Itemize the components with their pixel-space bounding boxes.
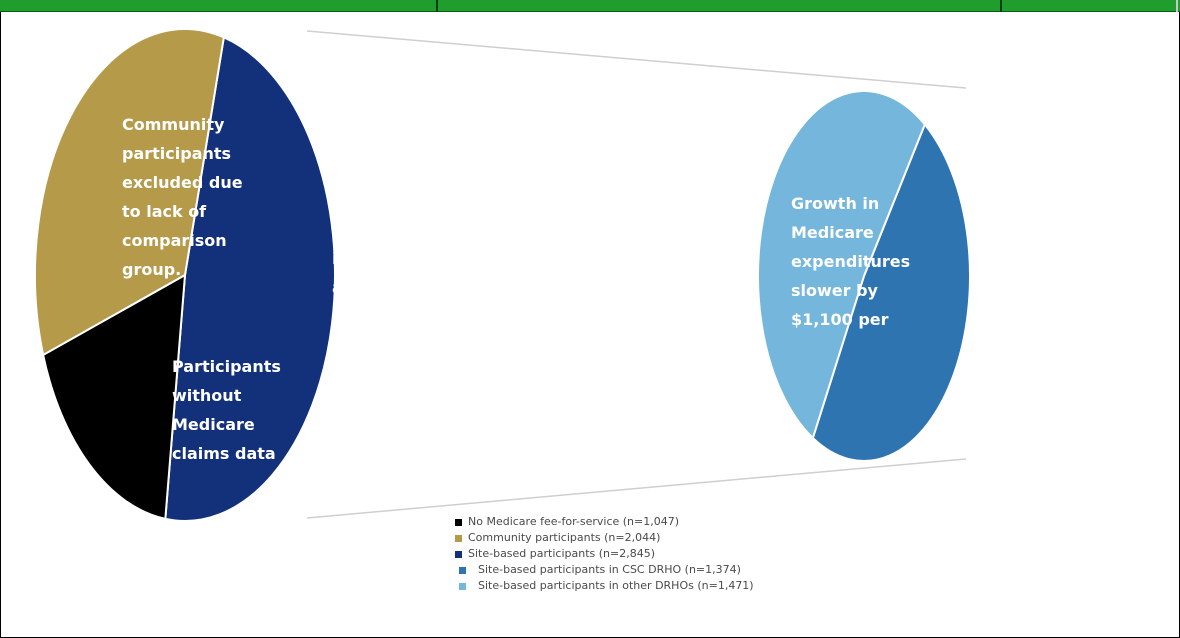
legend-label: Site-based participants (n=2,845) bbox=[468, 547, 656, 560]
legend-swatch bbox=[459, 566, 466, 574]
header-divider bbox=[1000, 0, 1002, 12]
connector-lines bbox=[306, 30, 967, 519]
legend-item-site-based-participants-in-csc-drho: Site-based participants in CSC DRHO (n=1… bbox=[455, 562, 875, 578]
slice-label-other-drhos: No significant impact of the SASH progra… bbox=[975, 194, 1114, 329]
legend-swatch bbox=[459, 582, 466, 590]
chart-legend: No Medicare fee-for-service (n=1,047) Com… bbox=[455, 514, 875, 594]
legend-swatch bbox=[455, 550, 462, 558]
legend-label: Site-based participants in other DRHOs (… bbox=[478, 579, 754, 592]
breakout-pie bbox=[757, 90, 971, 462]
pie-slice-community-participants bbox=[34, 28, 225, 357]
pie-slice-site-based-participants-in-csc-drho bbox=[811, 122, 971, 462]
legend-label: No Medicare fee-for-service (n=1,047) bbox=[468, 515, 680, 528]
legend-swatch bbox=[455, 518, 462, 526]
header-bar bbox=[0, 0, 1180, 12]
legend-item-no-medicare-fee-for-service: No Medicare fee-for-service (n=1,047) bbox=[455, 514, 875, 530]
slice-label-no-medicare: Participants without Medicare claims dat… bbox=[172, 357, 286, 463]
slice-label-site-based: Site-based participants included in anal… bbox=[332, 191, 457, 355]
main-pie bbox=[34, 28, 336, 522]
pie-slice-site-based-participants-in-other-drhos bbox=[757, 90, 926, 440]
slice-label-csc-drho: Growth in Medicare expenditures slower b… bbox=[791, 194, 916, 329]
legend-swatch bbox=[455, 534, 462, 542]
connector-line-bottom bbox=[306, 458, 967, 519]
legend-label: Site-based participants in CSC DRHO (n=1… bbox=[478, 563, 741, 576]
slice-label-community: Community participants excluded due to l… bbox=[122, 115, 248, 279]
header-edge bbox=[1176, 0, 1178, 12]
legend-item-site-based-participants: Site-based participants (n=2,845) bbox=[455, 546, 875, 562]
legend-label: Community participants (n=2,044) bbox=[468, 531, 661, 544]
connector-line-top bbox=[306, 30, 967, 89]
legend-item-site-based-participants-in-other-drhos: Site-based participants in other DRHOs (… bbox=[455, 578, 875, 594]
header-divider bbox=[436, 0, 438, 12]
pie-slice-site-based-participants bbox=[164, 35, 336, 522]
legend-item-community-participants: Community participants (n=2,044) bbox=[455, 530, 875, 546]
